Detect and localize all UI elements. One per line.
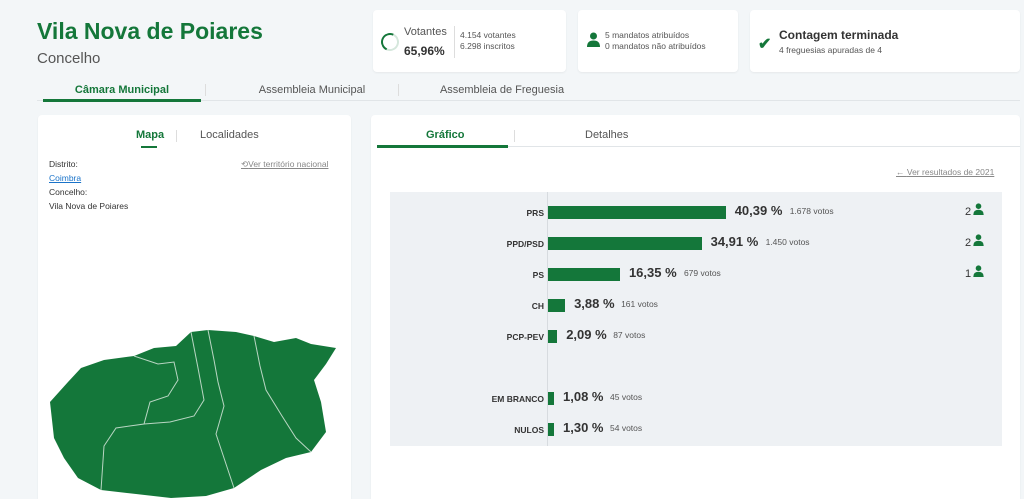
mandates-assigned: 5 mandatos atribuídos [605,30,690,40]
votes-label: 1.678 votos [789,206,834,216]
percent-label: 2,09 % [566,327,607,342]
chart-axis [547,192,548,446]
seats-value: 1 [965,268,972,280]
tab-separator [398,84,399,96]
category-label: CH [531,301,544,311]
percent-label: 16,35 % [628,265,677,280]
map-panel: Mapa Localidades Distrito: Coimbra Conce… [38,115,351,499]
page-subtitle: Concelho [37,50,101,67]
category-label: PPD/PSD [506,239,544,249]
active-subtab-indicator [141,146,157,148]
map-boundary [100,355,179,491]
active-tab-indicator [43,99,201,102]
subtab-separator [514,130,515,142]
person-icon [973,265,984,277]
category-label: PCP-PEV [506,332,544,342]
chart-row: CH 3,88 % 161 votos [371,296,1020,316]
count-card: ✔ Contagem terminada 4 freguesias apurad… [750,10,1020,72]
votes-label: 45 votos [610,392,643,402]
active-subtab-indicator [377,145,508,148]
tab-detalhes[interactable]: Detalhes [585,129,629,141]
election-tabs: Câmara Municipal Assembleia Municipal As… [37,79,1020,102]
map-boundary [207,329,235,489]
national-territory-label: Ver território nacional [248,159,329,169]
count-detail: 4 freguesias apuradas de 4 [779,45,883,55]
person-icon [973,234,984,246]
previous-results-link[interactable]: ← Ver resultados de 2021 [896,167,994,177]
percent-label: 1,08 % [563,389,604,404]
turnout-card: Votantes 65,96% 4.154 votantes 6.298 ins… [373,10,566,72]
votes-label: 161 votos [621,299,658,309]
county-value: Vila Nova de Poiares [49,201,129,211]
chart-row: PRS 40,39 % 1.678 votos 2 [371,203,1020,223]
seats-value: 2 [965,206,972,218]
votes-label: 679 votos [683,268,721,278]
percent-label: 40,39 % [734,203,783,218]
subtab-baseline [377,146,1020,147]
result-bar [548,206,726,219]
seats-count: 1 [965,265,984,280]
votes-label: 1.450 votos [765,237,810,247]
votes-label: 54 votos [610,423,643,433]
result-bar [548,237,702,250]
registered-count: 6.298 inscritos [460,41,515,51]
category-label: EM BRANCO [491,394,544,404]
tab-assembleia-municipal[interactable]: Assembleia Municipal [258,84,366,96]
seats-count: 2 [965,234,984,249]
tab-mapa[interactable]: Mapa [136,129,165,141]
voters-count: 4.154 votantes [460,30,516,40]
result-bar [548,299,566,312]
result-bar [548,268,620,281]
arrow-left-icon: ← [896,167,907,177]
check-icon: ✔ [758,36,772,53]
tab-grafico[interactable]: Gráfico [426,129,465,141]
category-label: NULOS [514,425,544,435]
tab-assembleia-freguesia[interactable]: Assembleia de Freguesia [439,84,565,96]
mandates-unassigned: 0 mandatos não atribuídos [605,41,706,51]
percent-label: 3,88 % [574,296,615,311]
turnout-label: Votantes [404,26,447,38]
person-icon [587,32,600,47]
category-label: PRS [526,208,544,218]
chart-row: EM BRANCO 1,08 % 45 votos [371,389,1020,409]
map-boundary [143,331,205,425]
district-link[interactable]: Coimbra [49,173,82,183]
map-boundary [253,335,312,453]
reset-icon: ⟲ [241,159,249,169]
votes-label: 87 votos [613,330,646,340]
national-territory-link[interactable]: ⟲Ver território nacional [241,159,328,170]
percent-label: 1,30 % [563,420,604,435]
tab-localidades[interactable]: Localidades [200,129,259,141]
mandates-card: 5 mandatos atribuídos 0 mandatos não atr… [578,10,738,72]
chart-row: PS 16,35 % 679 votos 1 [371,265,1020,285]
divider [454,26,455,58]
page-title: Vila Nova de Poiares [37,18,263,44]
municipality-map [50,329,336,498]
chart-background [390,192,1002,446]
map-region-outline[interactable] [50,330,336,498]
district-label: Distrito: [49,159,78,169]
tab-camara-municipal[interactable]: Câmara Municipal [74,84,170,96]
chart-row: NULOS 1,30 % 54 votos [371,420,1020,440]
seats-value: 2 [965,237,972,249]
result-bar [548,423,554,436]
category-label: PS [532,270,544,280]
count-title: Contagem terminada [779,28,899,42]
subtab-separator [176,130,177,142]
county-label: Concelho: [49,187,88,197]
chart-row: PCP-PEV 2,09 % 87 votos [371,327,1020,347]
person-icon [973,203,984,215]
result-bar [548,330,558,343]
tab-separator [205,84,206,96]
chart-row: PPD/PSD 34,91 % 1.450 votos 2 [371,234,1020,254]
turnout-value: 65,96% [404,44,445,58]
previous-results-label: Ver resultados de 2021 [906,167,995,177]
progress-ring-icon [378,30,402,54]
percent-label: 34,91 % [710,234,759,249]
seats-count: 2 [965,203,984,218]
results-panel: Gráfico Detalhes ← Ver resultados de 202… [371,115,1020,499]
result-bar [548,392,554,405]
